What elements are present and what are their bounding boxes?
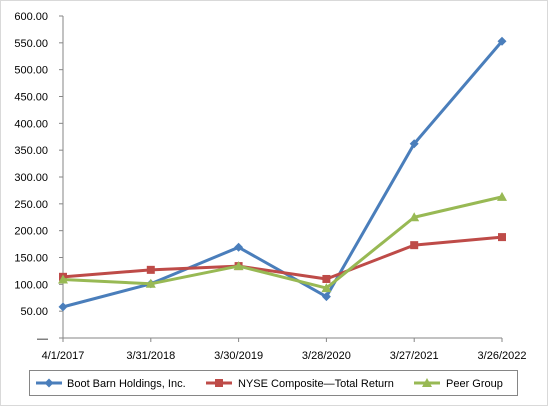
legend: Boot Barn Holdings, Inc. NYSE Composite—T… bbox=[29, 370, 518, 396]
y-tick-label: 400.00 bbox=[14, 118, 48, 130]
x-tick-labels: 4/1/2017 3/31/2018 3/30/2019 3/28/2020 3/27/… bbox=[42, 350, 527, 362]
x-tick-label: 3/27/2021 bbox=[390, 350, 439, 362]
x-tick-label: 3/31/2018 bbox=[126, 350, 175, 362]
y-tick-labels: — 50.00 100.00 150.00 200.00 250.00 300.00 350.… bbox=[14, 11, 48, 345]
legend-entry-label: Boot Barn Holdings, Inc. bbox=[67, 378, 186, 390]
data-point bbox=[497, 191, 507, 201]
data-point bbox=[145, 278, 156, 288]
y-tick-label: 450.00 bbox=[14, 92, 48, 104]
axes bbox=[59, 15, 503, 342]
data-point bbox=[146, 265, 155, 274]
data-point bbox=[497, 36, 507, 46]
x-tick-label: 3/26/2022 bbox=[478, 350, 527, 362]
y-tick-label: 200.00 bbox=[14, 226, 48, 238]
y-tick-label: 600.00 bbox=[14, 11, 48, 23]
series-3 bbox=[58, 191, 507, 293]
legend-marker bbox=[44, 378, 54, 388]
data-point bbox=[321, 292, 331, 302]
y-tick-label: 50.00 bbox=[20, 306, 48, 318]
data-point bbox=[58, 302, 68, 312]
series-line bbox=[62, 40, 504, 309]
y-tick-label: 100.00 bbox=[14, 279, 48, 291]
data-point bbox=[409, 212, 420, 222]
series-line bbox=[62, 195, 503, 290]
data-point bbox=[498, 233, 506, 242]
y-tick-label: 350.00 bbox=[14, 145, 48, 157]
data-point bbox=[58, 274, 68, 284]
y-tick-label: 550.00 bbox=[14, 38, 48, 50]
legend-marker bbox=[422, 378, 432, 387]
data-point bbox=[234, 242, 244, 252]
x-tick-label: 3/28/2020 bbox=[302, 350, 351, 362]
y-tick-label: 500.00 bbox=[14, 65, 48, 77]
y-tick-label: — bbox=[37, 333, 48, 345]
data-point bbox=[410, 241, 419, 250]
y-tick-label: 250.00 bbox=[14, 199, 48, 211]
series-line bbox=[62, 235, 503, 281]
x-tick-label: 4/1/2017 bbox=[42, 350, 85, 362]
legend-marker bbox=[215, 379, 223, 387]
data-point bbox=[233, 261, 244, 271]
x-tick-label: 3/30/2019 bbox=[214, 350, 263, 362]
series-layer bbox=[58, 36, 507, 312]
y-tick-label: 150.00 bbox=[14, 253, 48, 265]
data-point bbox=[409, 139, 419, 149]
series-1 bbox=[58, 36, 507, 312]
series-2 bbox=[59, 233, 506, 283]
legend-entry-label: NYSE Composite—Total Return bbox=[238, 378, 394, 390]
data-point bbox=[322, 274, 331, 283]
legend-entry-label: Peer Group bbox=[446, 378, 503, 390]
data-point bbox=[321, 283, 332, 293]
y-tick-label: 300.00 bbox=[14, 172, 48, 184]
